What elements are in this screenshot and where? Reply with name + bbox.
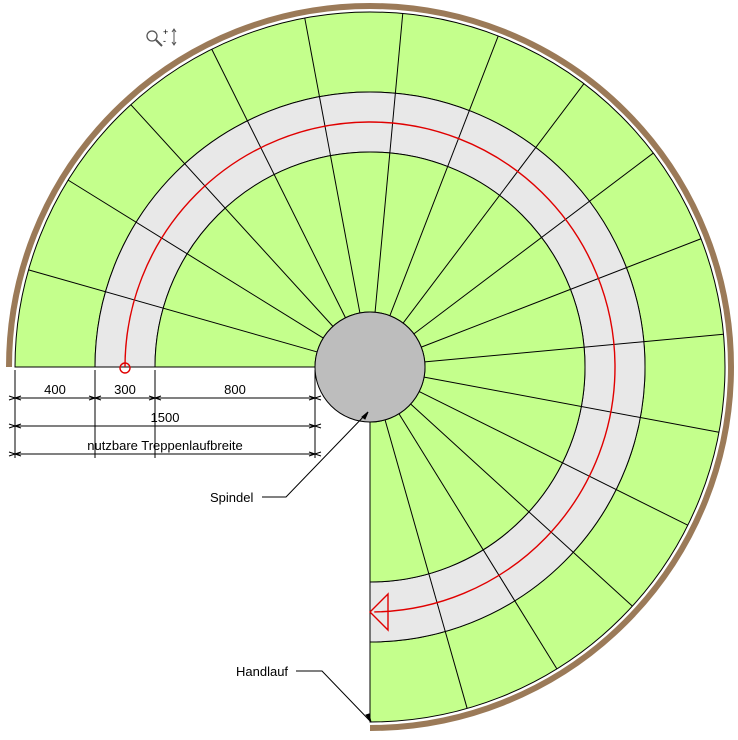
tread-line bbox=[130, 104, 334, 327]
tread-line bbox=[421, 238, 702, 348]
label-spindle: Spindel bbox=[210, 490, 253, 505]
tread-line bbox=[389, 35, 499, 316]
zoom-extents-icon[interactable]: + - bbox=[144, 26, 180, 52]
tread-line bbox=[413, 152, 654, 335]
tread-line bbox=[410, 403, 633, 607]
walking-line bbox=[124, 121, 616, 613]
dimension-arrow-icon bbox=[88, 395, 102, 401]
tread-line bbox=[211, 48, 346, 318]
dimension-arrow-icon bbox=[8, 423, 22, 429]
dimension-arrow-icon bbox=[8, 395, 22, 401]
tread-line bbox=[67, 179, 324, 339]
dimension-arrow-icon bbox=[8, 451, 22, 457]
tread-line bbox=[402, 83, 585, 324]
dimension-arrow-icon bbox=[308, 395, 322, 401]
tread-line bbox=[419, 391, 689, 526]
tread-lines bbox=[15, 13, 724, 722]
tread-line bbox=[384, 419, 468, 709]
tread-line bbox=[424, 333, 724, 363]
dimension-arrow-icon bbox=[148, 395, 162, 401]
label-handrail: Handlauf bbox=[236, 664, 288, 679]
dim-label-800: 800 bbox=[224, 382, 246, 397]
dim-label-400: 400 bbox=[44, 382, 66, 397]
handrail-arc bbox=[6, 3, 734, 731]
svg-text:+: + bbox=[163, 27, 168, 37]
dim-label-total: 1500 bbox=[151, 410, 180, 425]
tread-line bbox=[374, 13, 404, 313]
leader-spindle bbox=[262, 411, 369, 498]
dimension-arrow-icon bbox=[308, 451, 322, 457]
leader-handrail bbox=[296, 670, 372, 723]
dimension-arrow-icon bbox=[308, 423, 322, 429]
tread-line bbox=[28, 269, 318, 353]
svg-text:-: - bbox=[163, 36, 166, 46]
tread-line bbox=[304, 17, 361, 314]
walkline-arrow-icon bbox=[369, 592, 389, 632]
spindle bbox=[314, 311, 426, 423]
tread-line bbox=[398, 413, 558, 670]
leader-handrail-arrow-icon bbox=[365, 713, 372, 723]
dim-label-300: 300 bbox=[114, 382, 136, 397]
walkline-start-circle bbox=[119, 362, 131, 374]
leader-spindle-arrow-icon bbox=[361, 411, 369, 420]
tread-line bbox=[423, 376, 720, 433]
dim-label-usable-width: nutzbare Treppenlaufbreite bbox=[87, 438, 242, 453]
dimension-chain bbox=[8, 370, 322, 458]
